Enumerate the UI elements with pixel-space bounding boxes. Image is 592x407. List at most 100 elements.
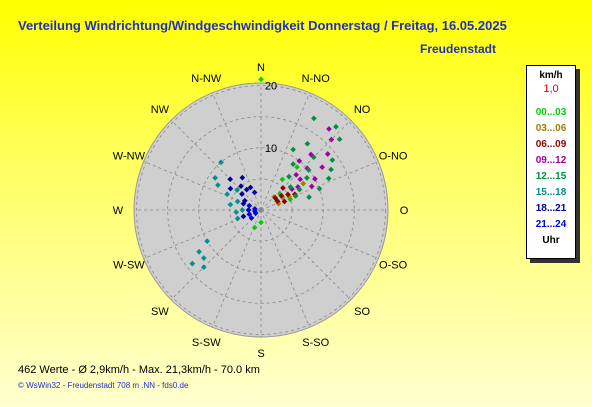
direction-label: W-NW xyxy=(113,150,146,162)
data-point xyxy=(306,194,312,200)
direction-label: NO xyxy=(354,104,371,116)
data-point xyxy=(200,255,207,261)
direction-labels: N N-NO NO O-NO O O-SO SO S-SO S S-SW SW W-SW W W-NW NW… xyxy=(113,62,409,360)
data-point xyxy=(336,136,343,143)
data-point xyxy=(204,238,210,244)
direction-label: NW xyxy=(151,104,170,116)
legend-item: 18...21 xyxy=(535,203,567,214)
data-point xyxy=(234,198,241,205)
legend-item: 06...09 xyxy=(535,139,567,150)
legend-footer: Uhr xyxy=(542,235,560,246)
data-point xyxy=(308,183,315,190)
data-point xyxy=(227,176,234,183)
legend-unit: km/h xyxy=(539,70,563,81)
data-point xyxy=(245,207,252,213)
ring-labels: 10 20 xyxy=(265,81,277,155)
grid-ring xyxy=(136,85,386,335)
data-point xyxy=(286,173,292,180)
direction-label: S xyxy=(257,348,264,360)
data-point xyxy=(224,191,230,198)
data-point xyxy=(196,248,202,255)
direction-label: S-SO xyxy=(302,337,329,349)
data-point xyxy=(238,183,244,189)
direction-label: W-SW xyxy=(113,260,145,272)
data-point xyxy=(215,182,221,188)
grid-ring xyxy=(167,116,355,304)
data-point xyxy=(200,264,207,271)
direction-label: W xyxy=(113,205,124,217)
data-point xyxy=(218,159,224,166)
data-point xyxy=(234,215,241,222)
data-point xyxy=(239,207,246,213)
data-point xyxy=(319,164,325,170)
data-point xyxy=(246,211,253,218)
data-point xyxy=(312,176,318,182)
legend-item: 09...12 xyxy=(535,155,567,166)
data-point xyxy=(212,175,218,181)
data-point xyxy=(305,167,312,173)
data-point xyxy=(243,186,250,193)
chart-grid xyxy=(134,83,388,337)
data-point xyxy=(233,209,240,215)
data-point xyxy=(304,140,311,147)
data-point xyxy=(290,146,296,153)
legend-item: 00...03 xyxy=(535,107,567,118)
legend-items: 00...03 03...06 06...09 09...12 12...15 15...… xyxy=(527,105,575,233)
data-point xyxy=(324,151,331,157)
data-point xyxy=(292,193,299,199)
footer-credit: © WsWin32 - Freudenstadt 708 m .NN - fds… xyxy=(18,381,189,390)
chart-title: Verteilung Windrichtung/Windgeschwindigk… xyxy=(18,18,507,33)
data-point xyxy=(328,136,335,143)
data-point xyxy=(239,174,246,181)
direction-label: SO xyxy=(354,306,370,318)
data-point xyxy=(311,115,317,122)
data-point xyxy=(240,200,247,207)
data-point xyxy=(296,158,303,164)
direction-label: SW xyxy=(151,306,169,318)
legend-item: 12...15 xyxy=(535,171,567,182)
data-points xyxy=(189,76,343,271)
data-point xyxy=(316,185,323,192)
data-point xyxy=(294,164,300,170)
direction-label: N-NW xyxy=(191,73,222,85)
data-point xyxy=(293,171,300,178)
summary-stats: 462 Werte - Ø 2,9km/h - Max. 21,3km/h - … xyxy=(18,364,260,376)
data-point xyxy=(274,198,281,205)
data-point xyxy=(300,180,307,187)
data-point xyxy=(279,176,286,183)
data-point xyxy=(290,161,296,167)
direction-label: O xyxy=(400,205,409,217)
legend: km/h 1,0 00...03 03...06 06...09 09...12 12.… xyxy=(526,65,576,259)
data-point xyxy=(285,191,291,198)
ring-label: 20 xyxy=(265,81,277,93)
data-point xyxy=(248,215,255,221)
legend-max: 1,0 xyxy=(543,83,559,95)
direction-label: N-NO xyxy=(302,73,331,85)
data-point xyxy=(239,191,245,197)
data-point xyxy=(234,187,240,193)
data-point xyxy=(297,176,304,183)
data-point xyxy=(278,192,285,199)
data-point xyxy=(189,260,196,267)
data-point xyxy=(310,154,317,161)
data-point xyxy=(333,123,339,130)
legend-item: 21...24 xyxy=(535,219,567,230)
data-point xyxy=(227,185,234,192)
data-point xyxy=(247,184,254,191)
data-point xyxy=(258,219,264,226)
data-point xyxy=(287,184,294,190)
data-point xyxy=(329,157,336,163)
data-point xyxy=(281,198,288,205)
data-point xyxy=(227,201,234,208)
direction-label: O-NO xyxy=(379,150,408,162)
data-point xyxy=(280,185,286,191)
data-point xyxy=(258,76,264,83)
data-point xyxy=(251,189,258,196)
data-point xyxy=(304,175,310,181)
station-name: Freudenstadt xyxy=(420,42,497,56)
data-point xyxy=(328,166,334,173)
data-point xyxy=(296,186,303,193)
data-point xyxy=(246,202,253,209)
legend-item: 03...06 xyxy=(535,123,567,134)
